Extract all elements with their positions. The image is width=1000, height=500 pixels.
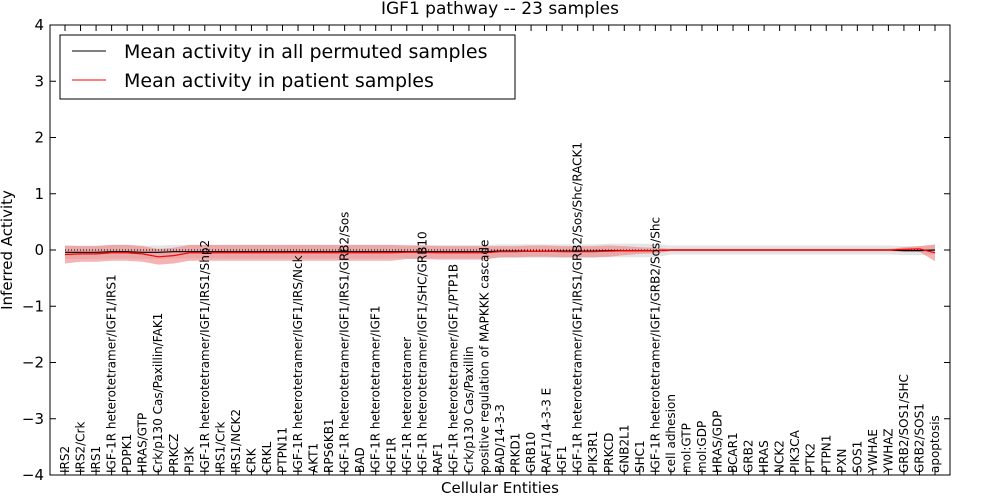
category-label: IRS1/NCK2 [229,409,243,473]
category-label: AKT1 [307,443,321,473]
category-label: PI3K [182,446,196,473]
category-label: PDPK1 [120,434,134,473]
category-label: IGF-1R heterotetramer/IGF1/IRS/Nck [291,255,305,473]
category-label: PTK2 [804,443,818,473]
category-label: IGF-1R heterotetramer/IGF1/IRS1/Shp2 [198,240,212,473]
category-label: PRKCD [602,433,616,473]
y-tick-label: 1 [34,185,44,203]
legend-label-patient: Mean activity in patient samples [124,70,434,92]
category-label: mol:GDP [695,421,709,473]
category-label: cell adhesion [664,394,678,473]
category-label: GRB2/SOS1/SHC [897,374,911,473]
category-labels: IRS2 IRS2/Crk IRS1 IGF-1R heterotetramer/IG… [58,25,942,475]
y-tick-label: 0 [34,241,44,259]
legend-box [59,34,516,100]
category-label: GRB2/SOS1 [913,403,927,473]
series-line-patient [64,248,936,258]
y-tick-label: 3 [34,72,44,90]
category-label: Crk/p130 Cas/Paxillin/FAK1 [151,313,165,473]
y-axis: −4 −3 −2 −1 0 1 2 3 4 [22,16,950,484]
category-label: IGF-1R heterotetramer/IGF1/PTP1B [446,264,460,473]
category-label: mol:GTP [679,423,693,473]
category-label: YWHAE [866,429,880,474]
category-label: PTPN11 [276,427,290,473]
category-label: IGF-1R heterotetramer/IGF1/IRS1 [105,274,119,473]
category-label: PIK3R1 [586,431,600,473]
category-label: CRK [244,447,258,473]
series-lines [64,248,936,258]
chart-title: IGF1 pathway -- 23 samples [381,0,619,19]
y-tick-label: 2 [34,129,44,147]
category-label: BAD [353,447,367,473]
x-axis-label: Cellular Entities [441,479,559,497]
category-label: IRS1 [89,446,103,473]
category-label: BAD/14-3-3 [493,404,507,473]
category-label: HRAS [757,440,771,473]
category-label: IGF-1R heterotetramer/IGF1/GRB2/Sos/Shc [648,217,662,473]
category-label: BCAR1 [726,432,740,473]
category-label: IGF-1R heterotetramer [400,337,414,473]
category-label: Crk/p130 Cas/Paxillin [462,346,476,473]
category-label: apoptosis [928,415,942,473]
category-label: HRAS/GDP [711,410,725,473]
category-label: IRS2 [58,446,72,473]
category-label: HRAS/GTP [136,413,150,473]
category-label: SOS1 [850,441,864,473]
category-label: GRB10 [524,432,538,473]
y-tick-label: −3 [22,410,44,428]
legend-label-permuted: Mean activity in all permuted samples [124,41,487,63]
legend: Mean activity in all permuted samples Me… [59,34,516,100]
category-label: IGF-1R heterotetramer/IGF1/SHC/GRB10 [415,231,429,473]
category-label: PXN [835,449,849,473]
category-label: IGF1 [555,446,569,473]
y-tick-label: −1 [22,297,44,315]
category-label: RPS6KB1 [322,418,336,473]
category-label: PIK3CA [788,429,802,473]
category-label: IGF-1R heterotetramer/IGF1/IRS1/GRB2/Sos… [571,142,585,473]
category-label: RAF1 [431,442,445,473]
confidence-bands [65,243,935,265]
category-label: IGF-1R heterotetramer/IGF1/IRS1/GRB2/Sos [338,212,352,473]
category-label: GRB2 [742,439,756,473]
category-label: RAF1/14-3-3 E [540,388,554,473]
category-label: IGF1R [384,437,398,473]
y-tick-label: 4 [34,16,44,34]
category-label: PRKCZ [167,434,181,473]
plot-frame [49,24,951,476]
y-tick-label: −2 [22,354,44,372]
category-label: NCK2 [773,440,787,473]
category-label: PTPN1 [819,435,833,473]
category-label: GNB2L1 [617,425,631,473]
category-label: IRS1/Crk [213,422,227,473]
category-label: CRKL [260,441,274,473]
y-tick-label: −4 [22,466,44,484]
category-label: YWHAZ [881,428,895,474]
category-label: PRKD1 [509,433,523,473]
category-label: positive regulation of MAPKKK cascade [478,240,492,473]
category-label: IGF-1R heterotetramer/IGF1 [369,306,383,473]
y-axis-label: Inferred Activity [0,190,16,310]
category-label: SHC1 [633,440,647,473]
category-label: IRS2/Crk [74,422,88,473]
